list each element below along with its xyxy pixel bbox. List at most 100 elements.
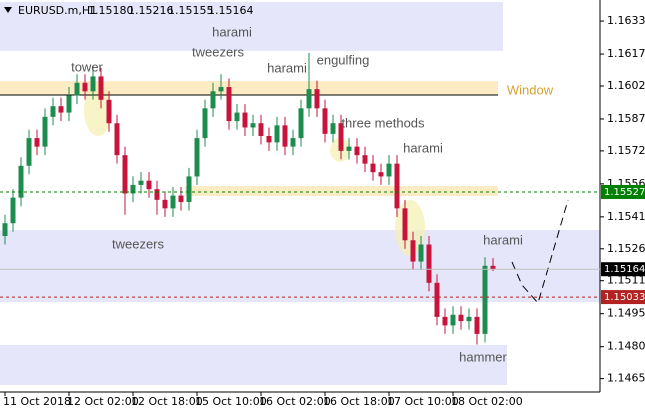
candle-body	[58, 106, 64, 113]
pattern-label: tower	[71, 59, 103, 74]
candle-body	[186, 176, 192, 202]
candle-body	[434, 282, 440, 317]
candle-body	[402, 208, 408, 241]
y-tick-label: 1.15720	[607, 144, 645, 157]
pattern-label: tweezers	[112, 236, 165, 251]
candle-body	[418, 244, 424, 262]
x-tick-label: 16 Oct 02:00	[259, 395, 331, 408]
candle-body	[354, 146, 360, 156]
zone	[185, 185, 498, 196]
y-tick-label: 1.16330	[607, 14, 645, 27]
candle-body	[138, 180, 144, 185]
pattern-label: harami	[483, 232, 523, 247]
candle-body	[34, 138, 40, 147]
candle-body	[106, 99, 112, 124]
candle-body	[242, 112, 248, 128]
candle-body	[394, 163, 400, 209]
candle-body	[450, 314, 456, 326]
pattern-label: three methods	[341, 115, 425, 130]
candle-body	[42, 116, 48, 147]
candle-body	[82, 82, 88, 92]
level-label: 1.15527	[604, 187, 645, 198]
candle-body	[90, 76, 96, 92]
candle-body	[2, 223, 8, 237]
candle-body	[442, 316, 448, 326]
pattern-label: hammer	[459, 349, 507, 364]
candle-body	[458, 314, 464, 322]
y-tick-label: 1.14650	[607, 372, 645, 385]
plot	[2, 52, 496, 345]
symbol: EURUSD.m,H1	[18, 4, 97, 17]
x-tick-label: 16 Oct 18:00	[323, 395, 395, 408]
candle-body	[234, 112, 240, 122]
candle-body	[314, 89, 320, 109]
x-tick-label: 15 Oct 10:00	[195, 395, 267, 408]
candle-body	[266, 135, 272, 143]
candle-body	[474, 316, 480, 334]
candle-body	[130, 184, 136, 194]
candle-body	[258, 123, 264, 136]
pattern-label: engulfing	[317, 52, 370, 67]
candle-body	[466, 316, 472, 322]
y-tick-label: 1.14955	[607, 307, 645, 320]
x-tick-label: 11 Oct 2018	[3, 395, 71, 408]
level-box	[601, 262, 645, 277]
y-tick-label: 1.15410	[607, 210, 645, 223]
candle-body	[330, 123, 336, 134]
x-tick-label: 12 Oct 18:00	[131, 395, 203, 408]
zones	[0, 1, 600, 385]
candle-body	[322, 108, 328, 134]
y-tick-label: 1.15260	[607, 242, 645, 255]
candle-body	[306, 89, 312, 109]
candle-body	[378, 172, 384, 177]
candle-body	[114, 123, 120, 156]
candle-body	[274, 125, 280, 143]
y-tick-label: 1.15870	[607, 112, 645, 125]
candle-body	[26, 138, 32, 166]
candle-body	[482, 265, 488, 334]
zone	[0, 81, 498, 96]
candle-body	[66, 95, 72, 113]
candle-body	[250, 123, 256, 128]
candle-body	[162, 199, 168, 209]
candle-body	[370, 163, 376, 173]
pattern-label: harami	[267, 60, 307, 75]
quote-value: 1.15216	[128, 4, 174, 17]
y-tick-label: 1.14800	[607, 340, 645, 353]
candle-body	[154, 189, 160, 200]
candle-body	[426, 244, 432, 283]
candle-body	[346, 146, 352, 151]
candle-body	[178, 195, 184, 202]
candle-body	[210, 91, 216, 109]
zone	[0, 230, 600, 302]
y-tick-label: 1.15110	[607, 274, 645, 287]
level-label: 1.15033	[604, 292, 645, 303]
pattern-label: harami	[403, 140, 443, 155]
candle-body	[298, 108, 304, 139]
x-tick-label: 18 Oct 02:00	[451, 395, 523, 408]
symbol-icon	[4, 7, 12, 13]
y-tick-label: 1.16175	[607, 47, 645, 60]
candle-body	[290, 138, 296, 147]
quote-value: 1.15180	[88, 4, 134, 17]
candle-body	[170, 195, 176, 209]
zone	[0, 344, 507, 385]
candle-body	[490, 265, 496, 270]
level-label: 1.15164	[604, 264, 645, 275]
candle-body	[226, 87, 232, 122]
projection	[511, 199, 569, 305]
candle-body	[18, 165, 24, 198]
pattern-label: Window	[507, 82, 554, 97]
quote-value: 1.15155	[168, 4, 214, 17]
candle-body	[282, 125, 288, 147]
candle-body	[10, 197, 16, 224]
candle-body	[362, 155, 368, 164]
x-tick-label: 12 Oct 02:00	[67, 395, 139, 408]
level-box	[601, 290, 645, 305]
candle-body	[386, 163, 392, 177]
candle-body	[338, 123, 344, 151]
candle-body	[194, 138, 200, 177]
candle-body	[74, 82, 80, 96]
quote-value: 1.15164	[208, 4, 254, 17]
